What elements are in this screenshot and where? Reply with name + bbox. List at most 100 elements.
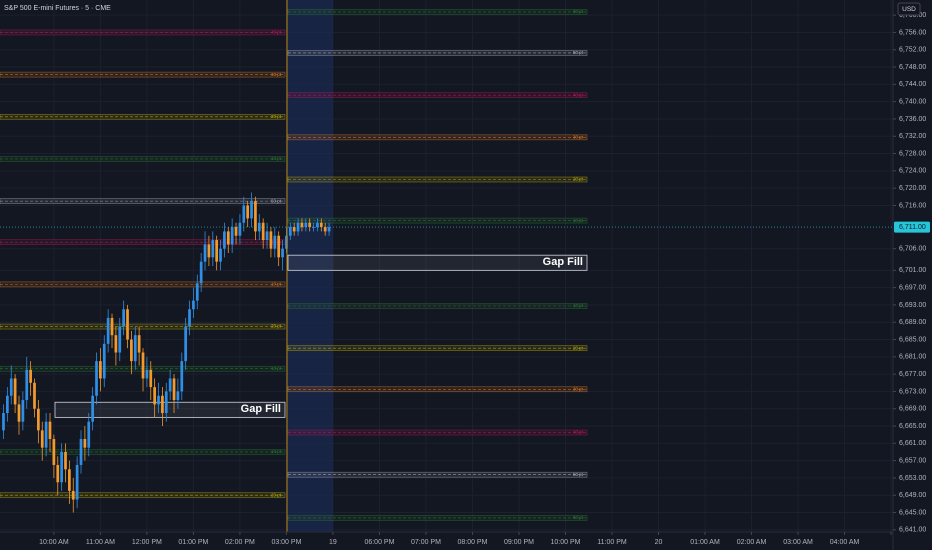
candle-body: [56, 464, 60, 483]
y-tick-label: 6,673.00: [899, 388, 926, 395]
level-label: 40 pt: [573, 430, 584, 435]
x-tick-label: 20: [655, 539, 663, 546]
candle-body: [250, 201, 253, 219]
x-tick-label: 08:00 PM: [457, 539, 487, 546]
candle-body: [230, 227, 234, 245]
candle-body: [277, 235, 281, 258]
candle-body: [211, 240, 215, 258]
level-band: [287, 303, 588, 309]
x-tick-label: 12:00 PM: [132, 539, 162, 546]
candle-body: [126, 309, 129, 340]
candle-body: [118, 326, 122, 353]
candle-body: [285, 235, 288, 249]
level-label: 20 pt: [271, 324, 282, 329]
level-label: 10 pt: [271, 366, 282, 371]
candle-body: [296, 222, 300, 232]
y-tick-label: 6,649.00: [899, 492, 926, 499]
level-label: 20 pt: [573, 345, 584, 350]
x-tick-label: 19: [329, 539, 337, 546]
level-band: [287, 92, 588, 98]
candle-body: [308, 222, 312, 228]
candle-body: [300, 222, 304, 228]
y-tick-label: 6,669.00: [899, 406, 926, 413]
candle-body: [323, 227, 327, 232]
candle-body: [327, 227, 331, 232]
x-tick-label: 02:00 PM: [225, 539, 255, 546]
candle-body: [273, 235, 277, 249]
level-label: 20 pt: [271, 492, 282, 497]
y-tick-label: 6,736.00: [899, 116, 926, 123]
candle-body: [6, 395, 9, 414]
gap-fill-label: Gap Fill: [543, 256, 583, 268]
y-tick-label: 6,685.00: [899, 336, 926, 343]
candle-body: [68, 469, 71, 491]
x-tick-label: 10:00 PM: [551, 539, 581, 546]
candle-body: [207, 244, 211, 258]
candle-body: [188, 309, 191, 327]
y-tick-label: 6,693.00: [899, 302, 926, 309]
candle-body: [71, 490, 75, 500]
candle-body: [130, 339, 133, 362]
candle-body: [304, 222, 308, 228]
candle-body: [254, 201, 257, 232]
level-label: 20 pt: [271, 114, 282, 119]
candle-body: [246, 205, 250, 219]
candle-body: [319, 222, 323, 228]
candle-body: [99, 361, 102, 379]
level-label: 10 pt: [271, 282, 282, 287]
level-label: 50 pt: [271, 198, 282, 203]
candle-body: [29, 369, 32, 383]
level-label: 10 pt: [573, 303, 584, 308]
axes: 6,760.006,756.006,752.006,748.006,744.00…: [39, 12, 930, 546]
candle-body: [265, 231, 269, 241]
candle-body: [226, 231, 230, 245]
level-label: 10 pt: [271, 156, 282, 161]
x-tick-label: 11:00 PM: [597, 539, 627, 546]
x-tick-label: 06:00 PM: [364, 539, 394, 546]
gap-fill-box: [54, 401, 286, 418]
y-tick-label: 6,732.00: [899, 133, 926, 140]
candle-body: [149, 369, 153, 388]
candle-body: [234, 227, 238, 236]
level-label: 50 pt: [573, 472, 584, 477]
candle-body: [242, 205, 246, 223]
candle-body: [223, 231, 226, 249]
candle-body: [199, 261, 203, 284]
level-label: 40 pt: [573, 92, 584, 97]
candle-body: [106, 317, 110, 344]
candle-body: [281, 248, 284, 258]
x-tick-label: 03:00 AM: [783, 539, 813, 546]
candle-body: [137, 335, 141, 353]
candle-body: [238, 222, 242, 236]
level-label: 40 pt: [271, 239, 282, 244]
candles: [2, 192, 331, 513]
candle-body: [75, 464, 79, 500]
candle-body: [17, 404, 21, 422]
candle-body: [157, 395, 160, 405]
y-tick-label: 6,657.00: [899, 457, 926, 464]
y-tick-label: 6,661.00: [899, 440, 926, 447]
level-label: 60 pt: [573, 9, 584, 14]
candle-body: [164, 391, 168, 414]
candle-body: [176, 391, 180, 401]
x-tick-label: 03:00 PM: [271, 539, 301, 546]
y-tick-label: 6,748.00: [899, 64, 926, 71]
level-band: [287, 386, 588, 393]
candle-body: [257, 222, 261, 232]
y-tick-label: 6,728.00: [899, 150, 926, 157]
level-band: [287, 217, 588, 224]
level-label: 60 pt: [573, 515, 584, 520]
candle-body: [33, 382, 36, 409]
y-tick-label: 6,716.00: [899, 202, 926, 209]
level-band: [287, 345, 588, 351]
candle-body: [292, 227, 296, 232]
currency-box[interactable]: [897, 2, 921, 16]
candle-body: [91, 395, 94, 422]
candle-body: [184, 326, 188, 362]
level-label: 30 pt: [271, 72, 282, 77]
x-tick-label: 10:00 AM: [39, 539, 69, 546]
level-band: [287, 50, 588, 56]
candle-body: [114, 335, 118, 353]
candle-body: [219, 248, 222, 262]
